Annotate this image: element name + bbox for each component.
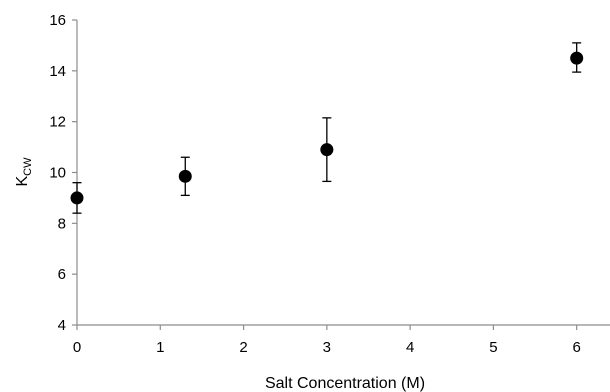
y-tick-label: 12 <box>49 114 66 131</box>
x-tick-label: 3 <box>323 339 331 356</box>
x-axis-title: Salt Concentration (M) <box>265 375 425 392</box>
x-tick-label: 0 <box>73 339 81 356</box>
y-tick-label: 4 <box>58 317 66 334</box>
data-points <box>70 51 584 205</box>
x-tick-label: 4 <box>406 339 414 356</box>
y-axis-title-main: K <box>14 176 31 187</box>
y-tick-label: 6 <box>58 266 66 283</box>
data-point <box>570 51 584 65</box>
x-tick-label: 1 <box>156 339 164 356</box>
x-tick-label: 2 <box>239 339 247 356</box>
tick-marks <box>72 19 578 330</box>
data-point <box>320 143 334 157</box>
x-tick-label: 6 <box>573 339 581 356</box>
y-tick-label: 16 <box>49 12 66 29</box>
y-axis-title: KCW <box>14 157 34 187</box>
data-point <box>70 191 84 205</box>
y-tick-label: 10 <box>49 165 66 182</box>
y-tick-label: 14 <box>49 63 66 80</box>
data-point <box>178 169 192 183</box>
error-bars <box>72 42 582 214</box>
y-tick-label: 8 <box>58 215 66 232</box>
y-axis-title-subscript: CW <box>22 157 34 176</box>
x-tick-label: 5 <box>489 339 497 356</box>
